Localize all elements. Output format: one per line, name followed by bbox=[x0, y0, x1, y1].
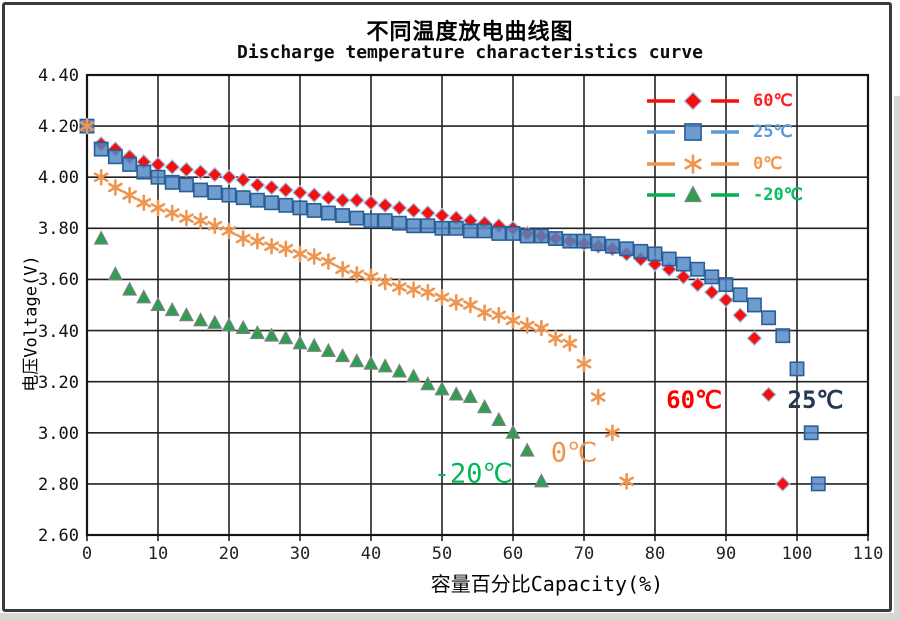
legend-asterisk-icon bbox=[647, 154, 739, 174]
legend-label-minus20c: -20℃ bbox=[753, 185, 803, 205]
x-tick-label: 60 bbox=[502, 544, 524, 564]
curve-label-60C: 60℃ bbox=[666, 385, 722, 414]
legend-label-25c: 25℃ bbox=[753, 122, 793, 142]
x-tick-label: 30 bbox=[289, 544, 311, 564]
chart-frame bbox=[2, 2, 892, 612]
series-25c bbox=[79, 118, 826, 492]
legend-label-60c: 60℃ bbox=[753, 91, 793, 111]
chart-title: 不同温度放电曲线图 bbox=[366, 20, 574, 45]
y-tick-label: 3.60 bbox=[38, 270, 79, 291]
legend-item-25c: 25℃ bbox=[645, 119, 793, 145]
legend-triangle-icon bbox=[647, 185, 739, 203]
y-tick-label: 3.80 bbox=[38, 219, 79, 240]
y-tick-label: 2.80 bbox=[38, 474, 79, 495]
page-edge-right bbox=[894, 96, 900, 620]
y-tick-label: 3.40 bbox=[38, 321, 79, 342]
x-tick-label: 50 bbox=[431, 544, 453, 564]
legend-diamond-icon bbox=[647, 91, 739, 111]
legend-item-0c: 0℃ bbox=[645, 151, 782, 177]
x-tick-label: 100 bbox=[781, 544, 813, 564]
x-tick-label: 0 bbox=[81, 544, 93, 564]
curve-label-25C: 25℃ bbox=[787, 385, 844, 414]
y-tick-label: 3.20 bbox=[38, 372, 79, 393]
curve-label-0C: 0℃ bbox=[550, 437, 598, 469]
x-tick-label: 40 bbox=[360, 544, 382, 564]
series-minus20c bbox=[93, 230, 549, 488]
x-tick-label: 10 bbox=[147, 544, 169, 564]
legend-item-minus20c: -20℃ bbox=[645, 182, 803, 208]
legend-item-60c: 60℃ bbox=[645, 88, 793, 114]
y-tick-label: 4.20 bbox=[38, 117, 79, 138]
x-tick-label: 90 bbox=[715, 544, 737, 564]
y-tick-label: 4.00 bbox=[38, 168, 79, 189]
page-edge-bottom bbox=[0, 613, 900, 620]
legend-label-0c: 0℃ bbox=[753, 154, 783, 174]
plot-border bbox=[85, 73, 870, 537]
chart-subtitle: Discharge temperature characteristics cu… bbox=[237, 42, 703, 63]
y-tick-label: 4.40 bbox=[38, 66, 79, 86]
curve-label--20C: -20℃ bbox=[433, 458, 513, 490]
x-tick-label: 110 bbox=[852, 544, 884, 564]
y-tick-label: 2.60 bbox=[38, 526, 79, 546]
x-axis-title: 容量百分比Capacity(%) bbox=[430, 572, 664, 596]
series-0c bbox=[79, 117, 634, 490]
y-axis-title: 电压Voltage(V) bbox=[21, 255, 42, 392]
legend-square-icon bbox=[647, 123, 739, 141]
x-tick-label: 20 bbox=[218, 544, 240, 564]
x-tick-label: 70 bbox=[573, 544, 595, 564]
x-tick-label: 80 bbox=[644, 544, 666, 564]
y-tick-label: 3.00 bbox=[38, 423, 79, 444]
